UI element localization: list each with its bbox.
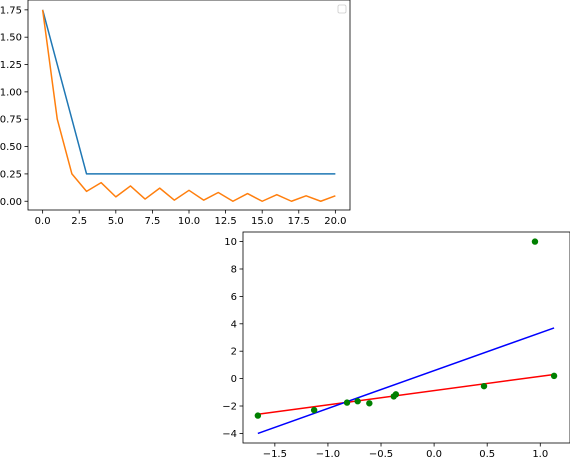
top-chart-x-tick-label: 5.0 <box>108 216 124 227</box>
bottom-chart-y-tick-label: −2 <box>222 402 237 413</box>
bottom-chart-scatter-point <box>343 399 351 406</box>
bottom-chart-y-tick-label: 6 <box>231 292 237 303</box>
bottom-chart-fit-line-2 <box>257 327 555 435</box>
top-chart-y-tick-label: 1.25 <box>0 60 22 71</box>
top-chart-y-tick-label: 1.50 <box>0 33 22 44</box>
bottom-chart-y-tick-label: 10 <box>224 237 237 248</box>
top-chart-x-tick-label: 15.0 <box>251 216 273 227</box>
top-chart-x-tick-label: 10.0 <box>178 216 200 227</box>
bottom-chart-axes: −1.5 −1.0 −0.5 0.0 0.5 1.0 −4 −2 0 2 4 6 8 10 <box>222 231 570 460</box>
bottom-chart-scatter-point <box>480 382 488 390</box>
bottom-chart-y-tick-label: 4 <box>231 319 237 330</box>
bottom-chart-scatter-point <box>254 412 262 419</box>
bottom-chart-scatter-point <box>531 238 539 245</box>
bottom-chart-scatter-point <box>366 400 373 407</box>
top-chart-x-tick-label: 12.5 <box>214 216 236 227</box>
bottom-chart-frame <box>242 231 570 444</box>
bottom-chart-y-tick-label: 8 <box>231 264 237 275</box>
top-chart-series-line-1 <box>41 9 336 175</box>
bottom-chart-y-tick-label: −4 <box>222 429 237 440</box>
top-chart-series-line-2 <box>41 9 336 202</box>
bottom-chart-y-tick-label: 0 <box>231 374 237 385</box>
bottom-chart-x-tick-label: 0.5 <box>479 449 495 460</box>
bottom-chart-x-tick-label: 1.0 <box>532 449 548 460</box>
top-chart-x-tick-label: 2.5 <box>71 216 87 227</box>
bottom-chart-x-tick-label: −0.5 <box>369 449 393 460</box>
top-chart-y-tick-label: 0.75 <box>0 115 22 126</box>
top-chart-axes: 0.0 2.5 5.0 7.5 10.0 12.5 15.0 17.5 20.0 0.00 0.25… <box>0 0 351 227</box>
top-chart-x-tick-label: 7.5 <box>144 216 160 227</box>
top-chart-x-tick-label: 20.0 <box>324 216 346 227</box>
top-chart-y-tick-label: 1.75 <box>0 5 22 16</box>
top-chart-x-tick-label: 0.0 <box>35 216 51 227</box>
bottom-chart-x-tick-label: −1.5 <box>263 449 287 460</box>
bottom-chart-scatter-point <box>310 406 318 414</box>
top-chart-y-tick-label: 0.00 <box>0 197 22 208</box>
bottom-chart-fit-line-1 <box>257 373 555 415</box>
bottom-chart-x-tick-label: 0.0 <box>426 449 442 460</box>
bottom-chart-scatter-point <box>392 391 400 398</box>
top-chart-y-tick-label: 1.00 <box>0 87 22 98</box>
bottom-chart-x-tick-label: −1.0 <box>316 449 340 460</box>
top-chart-y-tick-label: 0.25 <box>0 169 22 180</box>
top-chart-y-tick-label: 0.50 <box>0 142 22 153</box>
bottom-chart-y-tick-label: 2 <box>231 347 237 358</box>
top-chart-x-tick-label: 17.5 <box>288 216 310 227</box>
bottom-chart-scatter-point <box>354 398 361 405</box>
top-chart-legend <box>337 4 347 14</box>
bottom-chart-scatter-point <box>550 372 558 380</box>
